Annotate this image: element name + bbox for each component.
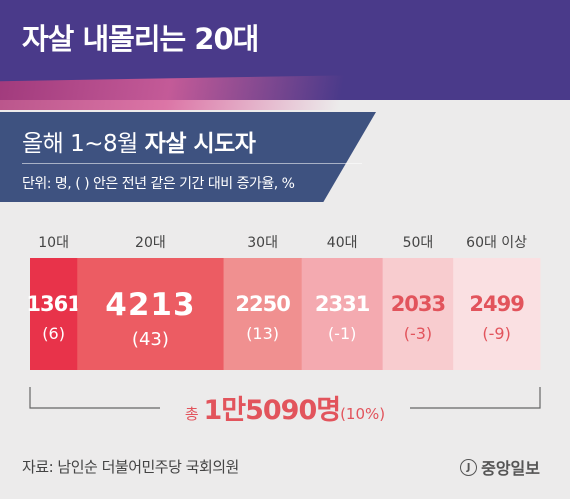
category-label: 30대 xyxy=(247,235,278,251)
chart-subtitle: 올해 1~8월 자살 시도자 xyxy=(22,124,256,158)
bar-segment xyxy=(382,258,454,370)
source-note: 자료: 남인순 더불어민주당 국회의원 xyxy=(22,458,239,476)
bar-segment xyxy=(453,258,541,370)
change-label: (13) xyxy=(246,324,279,343)
subtitle-divider xyxy=(22,163,362,164)
value-label: 2499 xyxy=(469,292,524,316)
subtitle-bold: 자살 시도자 xyxy=(144,131,256,157)
value-label: 4213 xyxy=(105,287,195,323)
bar-segment xyxy=(77,258,225,370)
category-label: 60대 이상 xyxy=(466,235,527,251)
bar-segment xyxy=(301,258,384,370)
change-label: (6) xyxy=(42,324,65,343)
header-accent xyxy=(0,71,570,110)
category-label: 40대 xyxy=(327,235,358,251)
bar-chart: 10대 1361 (6) 20대 4213 (43) 30대 2250 (13) 40대 2331 (… xyxy=(26,235,541,426)
logo-mark-icon: J xyxy=(460,458,478,476)
change-label: (-1) xyxy=(328,324,356,343)
total-label-bg xyxy=(160,391,410,425)
bar-segment xyxy=(223,258,303,370)
subtitle-prefix: 올해 1~8월 xyxy=(22,131,138,157)
publisher-logo: J 중앙일보 xyxy=(460,455,540,479)
logo-text: 중앙일보 xyxy=(481,459,540,478)
category-label: 10대 xyxy=(38,235,69,251)
value-label: 2033 xyxy=(391,292,445,316)
value-label: 2250 xyxy=(235,292,290,316)
unit-note: 단위: 명, ( ) 안은 전년 같은 기간 대비 증가율, % xyxy=(22,176,295,192)
change-label: (43) xyxy=(132,329,169,350)
value-label: 2331 xyxy=(315,292,370,316)
header-band xyxy=(0,0,570,110)
total-label: 총 1만5090명(10%) xyxy=(185,395,385,426)
category-label: 20대 xyxy=(135,235,166,251)
category-label: 50대 xyxy=(403,235,434,251)
bar-segment xyxy=(30,258,78,370)
change-label: (-9) xyxy=(482,324,510,343)
page-title: 자살 내몰리는 20대 xyxy=(22,22,259,56)
value-label: 1361 xyxy=(26,292,81,316)
change-label: (-3) xyxy=(404,324,432,343)
subtitle-panel xyxy=(0,112,376,202)
